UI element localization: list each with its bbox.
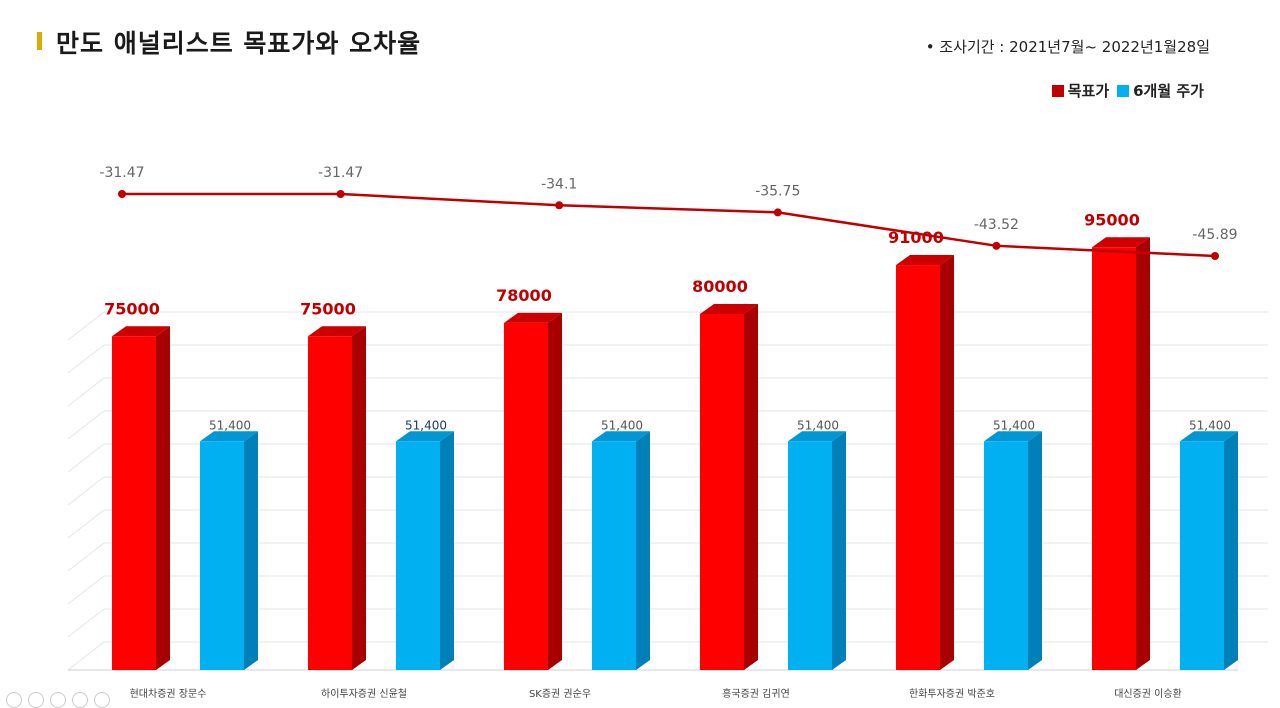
bar-top bbox=[308, 326, 366, 337]
data-label-price: 51,400 bbox=[405, 418, 447, 432]
legend-item-target: 목표가 bbox=[1051, 80, 1110, 101]
bar-side bbox=[1028, 431, 1042, 670]
grid-diag bbox=[67, 311, 105, 341]
bar-price bbox=[396, 441, 440, 670]
bar-price bbox=[984, 441, 1028, 670]
page-title: 만도 애널리스트 목표가와 오차율 bbox=[56, 29, 422, 58]
data-label-target: 95000 bbox=[1084, 210, 1140, 229]
grid-diag bbox=[67, 575, 105, 605]
error-rate-label: -31.47 bbox=[99, 165, 144, 181]
error-rate-label: -35.75 bbox=[755, 183, 800, 199]
bar-side bbox=[352, 326, 366, 670]
bar-target bbox=[700, 314, 744, 670]
error-rate-point bbox=[555, 201, 564, 210]
bar-top bbox=[592, 431, 650, 442]
bar-side bbox=[244, 431, 258, 670]
data-label-target: 80000 bbox=[692, 277, 748, 296]
legend-item-price: 6개월 주가 bbox=[1117, 80, 1204, 101]
x-tick-label: 대신증권 이승환 bbox=[1114, 688, 1182, 700]
data-label-price: 51,400 bbox=[993, 418, 1035, 432]
bar-top bbox=[700, 304, 758, 314]
bar-target bbox=[1092, 247, 1136, 670]
bar-side bbox=[548, 312, 562, 670]
bar-top bbox=[200, 431, 258, 442]
bar-target bbox=[112, 336, 156, 670]
bar-top bbox=[504, 312, 562, 323]
bar-side bbox=[156, 326, 170, 670]
bar-side bbox=[940, 255, 954, 671]
title-accent-bar bbox=[37, 32, 42, 50]
error-rate-label: -45.89 bbox=[1192, 227, 1237, 243]
bar-price bbox=[788, 441, 832, 670]
error-rate-point bbox=[992, 241, 1001, 250]
grid-diag bbox=[67, 377, 105, 407]
x-tick-label: 한화투자증권 박준호 bbox=[909, 688, 995, 700]
bar-price bbox=[592, 441, 636, 670]
legend-label-target: 목표가 bbox=[1067, 82, 1110, 100]
data-label-price: 51,400 bbox=[209, 418, 251, 432]
data-label-target: 75000 bbox=[104, 299, 160, 318]
grid-diag bbox=[67, 641, 105, 671]
bar-top bbox=[1180, 431, 1238, 442]
bar-top bbox=[112, 326, 170, 337]
grid-diag bbox=[67, 476, 105, 506]
bar-side bbox=[440, 431, 454, 670]
legend: 목표가 6개월 주가 bbox=[1051, 80, 1204, 101]
survey-period-text: 조사기간 : 2021년7월~ 2022년1월28일 bbox=[939, 38, 1210, 56]
error-rate-label: -31.47 bbox=[318, 165, 363, 181]
data-label-price: 51,400 bbox=[797, 418, 839, 432]
survey-period: • 조사기간 : 2021년7월~ 2022년1월28일 bbox=[925, 38, 1210, 56]
bar-target bbox=[896, 265, 940, 670]
data-label-target: 75000 bbox=[300, 299, 356, 318]
bar-target bbox=[504, 322, 548, 670]
error-rate-point bbox=[1211, 252, 1219, 261]
bar-top bbox=[984, 431, 1042, 442]
data-label-price: 51,400 bbox=[601, 418, 643, 432]
x-tick-label: 현대차증권 장문수 bbox=[130, 688, 207, 700]
grid-diag bbox=[67, 443, 105, 473]
grid-diag bbox=[67, 344, 105, 374]
bar-side bbox=[1136, 237, 1150, 670]
bar-price bbox=[200, 441, 244, 670]
bar-side bbox=[1224, 431, 1238, 670]
bar-top bbox=[396, 431, 454, 442]
grid-diag bbox=[67, 410, 105, 440]
bar-top bbox=[1092, 237, 1150, 248]
error-rate-point bbox=[118, 190, 126, 198]
error-rate-point bbox=[773, 208, 782, 217]
legend-swatch-price bbox=[1117, 85, 1130, 97]
x-tick-label: 흥국증권 김귀연 bbox=[722, 687, 790, 700]
legend-swatch-target bbox=[1051, 85, 1064, 97]
error-rate-point bbox=[336, 190, 345, 198]
bar-side bbox=[832, 431, 846, 670]
legend-label-price: 6개월 주가 bbox=[1133, 82, 1204, 100]
error-rate-line bbox=[122, 192, 1216, 258]
bar-side bbox=[744, 304, 758, 670]
data-label-target: 78000 bbox=[496, 286, 552, 305]
error-rate-label: -34.1 bbox=[541, 176, 577, 192]
bar-target bbox=[308, 336, 352, 670]
x-tick-label: SK증권 권순우 bbox=[529, 688, 591, 700]
bar-top bbox=[788, 431, 846, 442]
grid-diag bbox=[67, 509, 105, 539]
x-tick-label: 하이투자증권 신윤철 bbox=[321, 687, 407, 700]
error-rate-label: -43.52 bbox=[974, 217, 1019, 233]
bar-price bbox=[1180, 441, 1224, 670]
data-label-target: 91000 bbox=[888, 228, 944, 247]
grid-diag bbox=[67, 608, 105, 638]
data-label-price: 51,400 bbox=[1189, 418, 1231, 432]
bar-top bbox=[896, 255, 954, 266]
grid-diag bbox=[67, 542, 105, 572]
bar-side bbox=[636, 431, 650, 670]
